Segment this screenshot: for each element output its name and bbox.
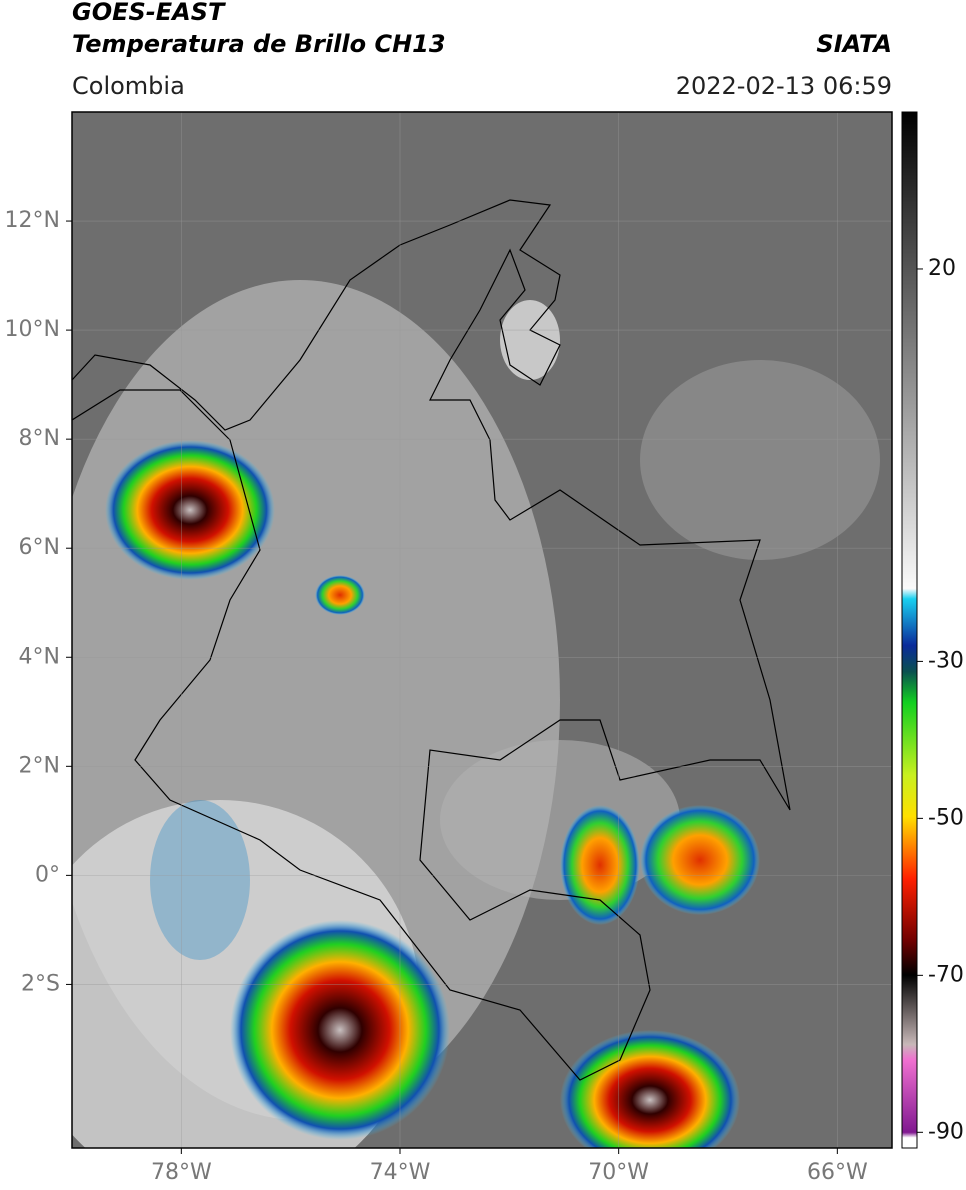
colorbar <box>901 111 918 1149</box>
lat-tick-label: 10°N <box>5 317 60 342</box>
colorbar-tick-label: -70 <box>928 962 964 987</box>
colorbar-tick-label: 20 <box>928 256 956 281</box>
lat-tick-label: 8°N <box>19 426 60 451</box>
lat-tick-label: 2°N <box>19 753 60 778</box>
grid <box>72 112 892 1148</box>
title: GOES-EAST <box>72 0 226 26</box>
lon-tick-label: 78°W <box>151 1160 212 1185</box>
imagery <box>72 112 892 1148</box>
subtitle: Temperatura de Brillo CH13 <box>72 30 446 58</box>
lat-tick-label: 12°N <box>5 208 60 233</box>
lon-tick-label: 74°W <box>370 1160 431 1185</box>
lon-tick-label: 70°W <box>588 1160 649 1185</box>
map-frame <box>71 111 893 1149</box>
lon-tick-label: 66°W <box>807 1160 868 1185</box>
lat-tick-label: 4°N <box>19 644 60 669</box>
colorbar-tick-label: -90 <box>928 1119 964 1144</box>
region: Colombia <box>72 72 185 100</box>
source: SIATA <box>816 30 892 58</box>
lat-tick-label: 2°S <box>21 971 60 996</box>
colorbar-tick-label: -50 <box>928 805 964 830</box>
colorbar-tick-label: -30 <box>928 648 964 673</box>
lat-tick-label: 0° <box>35 862 60 887</box>
timestamp: 2022-02-13 06:59 <box>676 72 892 100</box>
lat-tick-label: 6°N <box>19 535 60 560</box>
